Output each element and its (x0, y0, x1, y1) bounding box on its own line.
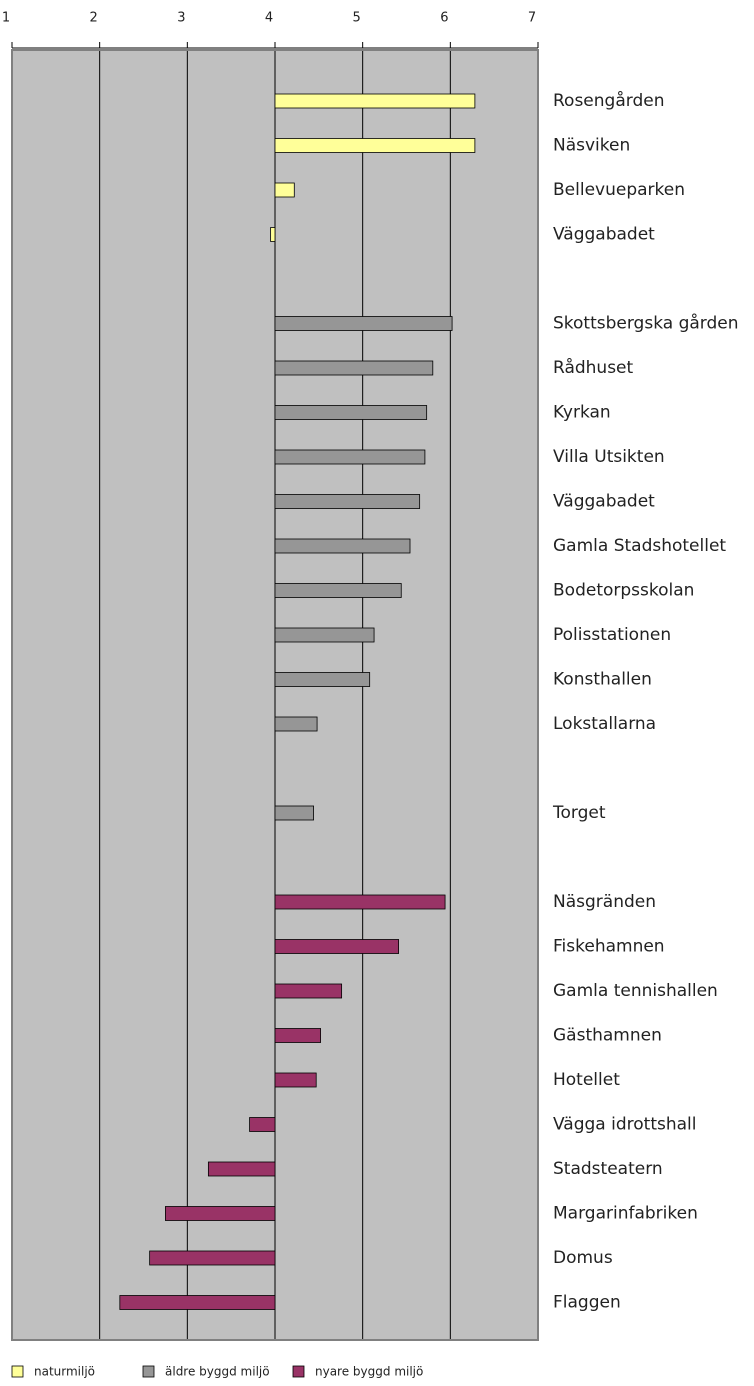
bar (274, 93, 476, 109)
bar (165, 1206, 276, 1221)
category-label: Bodetorpsskolan (553, 581, 694, 601)
category-label: Konsthallen (553, 670, 652, 690)
bar (274, 672, 371, 687)
category-label: Rosengården (553, 90, 664, 111)
bar (207, 1161, 276, 1177)
bar (270, 227, 276, 242)
legend-label: nyare byggd miljö (315, 1365, 423, 1379)
category-label: Gamla Stadshotellet (553, 536, 726, 556)
bar (274, 716, 318, 732)
category-label: Väggabadet (553, 492, 655, 512)
category-label: Rådhuset (553, 357, 634, 378)
category-label: Flaggen (553, 1293, 621, 1313)
bar (274, 805, 314, 821)
bar (274, 360, 434, 376)
category-label: Näsgränden (553, 892, 656, 912)
bar (274, 316, 453, 331)
x-tick-label: 5 (353, 11, 361, 26)
bar (274, 939, 400, 954)
bar (274, 627, 375, 643)
legend-swatch (292, 1365, 305, 1378)
category-label: Lokstallarna (553, 714, 656, 734)
legend-swatch (11, 1365, 24, 1378)
category-label: Hotellet (553, 1070, 620, 1090)
category-label: Margarinfabriken (553, 1204, 698, 1224)
legend-swatch (142, 1365, 155, 1378)
x-tick-label: 6 (440, 11, 448, 26)
bar (274, 538, 411, 554)
bar (274, 894, 446, 910)
category-label: Stadsteatern (553, 1159, 663, 1179)
legend-label: naturmiljö (34, 1365, 95, 1379)
category-label: Fiskehamnen (553, 937, 665, 957)
x-tick-label: 4 (265, 11, 273, 26)
category-label: Domus (553, 1248, 613, 1268)
x-tick-label: 3 (177, 11, 185, 26)
bar (274, 138, 476, 153)
category-label: Vägga idrottshall (553, 1115, 697, 1135)
category-label: Näsviken (553, 136, 630, 156)
category-label: Gamla tennishallen (553, 981, 718, 1001)
category-label: Bellevueparken (553, 180, 685, 200)
plot-border (11, 49, 539, 1341)
bar (274, 983, 343, 999)
bar (274, 1028, 321, 1043)
bar (274, 494, 421, 509)
category-label: Polisstationen (553, 625, 671, 645)
legend-label: äldre byggd miljö (165, 1365, 270, 1379)
bar (149, 1250, 276, 1266)
x-tick-label: 1 (2, 11, 10, 26)
bar (274, 1072, 317, 1088)
category-label: Gästhamnen (553, 1026, 662, 1046)
bar (249, 1117, 276, 1132)
x-tick-label: 7 (528, 11, 536, 26)
bar (274, 405, 428, 420)
category-label: Skottsbergska gården (553, 313, 739, 334)
category-label: Torget (552, 803, 606, 823)
x-tick-label: 2 (90, 11, 98, 26)
bar (274, 449, 426, 465)
bar (274, 583, 402, 598)
category-label: Väggabadet (553, 225, 655, 245)
category-label: Villa Utsikten (553, 447, 665, 467)
bar (274, 182, 295, 198)
bar (119, 1295, 276, 1310)
category-label: Kyrkan (553, 403, 611, 423)
